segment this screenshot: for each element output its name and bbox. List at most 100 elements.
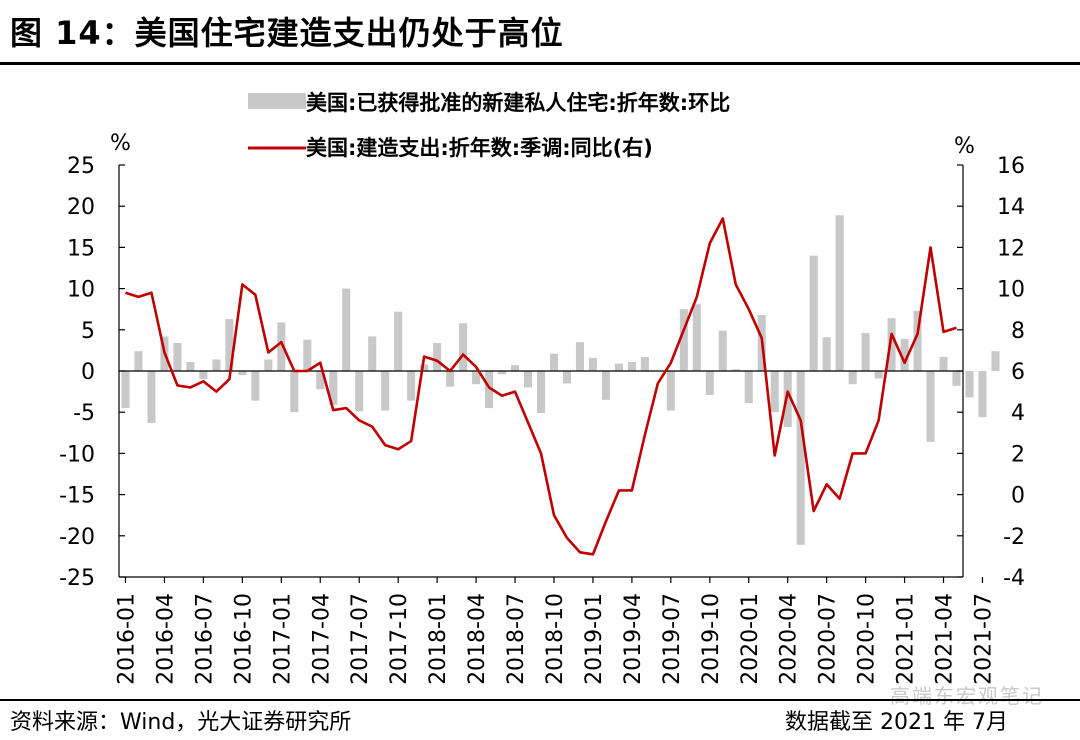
bar xyxy=(809,255,818,371)
x-tick-label: 2018-04 xyxy=(465,593,490,685)
bar xyxy=(121,371,130,409)
bar-series xyxy=(121,215,1000,545)
bar xyxy=(770,371,779,413)
legend-bar-swatch xyxy=(248,93,306,109)
bar xyxy=(186,361,195,371)
bar xyxy=(264,359,273,371)
bar xyxy=(705,371,714,395)
x-tick-label: 2016-10 xyxy=(231,593,256,685)
right-tick-label: 10 xyxy=(997,278,1025,303)
bar xyxy=(225,319,234,371)
right-tick-label: -4 xyxy=(1003,566,1025,591)
watermark: 高端东宏观笔记 xyxy=(890,684,1044,708)
source-note: 资料来源：Wind，光大证券研究所 xyxy=(10,710,352,735)
legend-line-label: 美国:建造支出:折年数:季调:同比(右) xyxy=(306,136,653,160)
x-tick-label: 2021-01 xyxy=(894,593,919,685)
x-tick-label: 2016-04 xyxy=(153,593,178,685)
bar xyxy=(173,342,182,371)
bar xyxy=(523,371,533,388)
footer-rule xyxy=(0,699,1080,701)
x-tick-label: 2018-07 xyxy=(504,593,529,685)
bar xyxy=(861,333,870,371)
bar xyxy=(575,342,584,371)
left-tick-label: -20 xyxy=(59,525,95,550)
bar xyxy=(640,356,649,371)
bar xyxy=(238,371,247,376)
right-tick-label: 14 xyxy=(997,195,1025,220)
data-date-note: 数据截至 2021 年 7月 xyxy=(785,710,1008,735)
chart-title: 图 14：美国住宅建造支出仍处于高位 xyxy=(10,14,564,52)
bar xyxy=(472,371,481,385)
bar xyxy=(848,371,857,385)
left-tick-label: 10 xyxy=(67,278,95,303)
bar xyxy=(822,337,831,371)
bar xyxy=(913,310,922,371)
bar xyxy=(342,288,351,371)
x-tick-label: 2017-07 xyxy=(348,593,373,685)
bar xyxy=(381,371,390,411)
bar xyxy=(978,371,987,418)
right-axis-ticks: 16 14 12 10 8 6 4 2 0 -2 -4 xyxy=(957,154,1025,591)
bar xyxy=(952,371,961,386)
bar xyxy=(731,369,740,371)
legend: 美国:已获得批准的新建私人住宅:折年数:环比 美国:建造支出:折年数:季调:同比… xyxy=(248,91,730,160)
bar xyxy=(614,363,623,371)
bar xyxy=(562,371,571,384)
x-tick-label: 2019-07 xyxy=(660,593,685,685)
left-tick-label: -25 xyxy=(59,566,95,591)
left-tick-label: 0 xyxy=(81,360,95,385)
x-tick-label: 2019-01 xyxy=(582,593,607,685)
x-axis-ticks: 2016-01 2016-04 2016-07 2016-10 2017-01 2017-… xyxy=(114,577,996,685)
x-tick-label: 2021-04 xyxy=(933,593,958,685)
legend-bar-label: 美国:已获得批准的新建私人住宅:折年数:环比 xyxy=(306,91,730,115)
bar xyxy=(926,371,935,442)
line-series xyxy=(125,217,957,556)
bar xyxy=(796,371,805,545)
bar xyxy=(394,311,403,371)
bar xyxy=(835,215,844,371)
series-line xyxy=(125,217,957,556)
bar xyxy=(588,357,597,371)
right-tick-label: 2 xyxy=(1011,442,1025,467)
bar xyxy=(718,330,727,371)
bar xyxy=(277,322,286,371)
x-tick-label: 2021-07 xyxy=(971,593,996,685)
bar xyxy=(498,371,507,375)
bar xyxy=(199,371,208,380)
bar xyxy=(290,371,299,413)
right-tick-label: 0 xyxy=(1011,484,1025,509)
x-tick-label: 2017-04 xyxy=(309,593,334,685)
chart-canvas: 美国:已获得批准的新建私人住宅:折年数:环比 美国:建造支出:折年数:季调:同比… xyxy=(59,91,1025,685)
x-tick-label: 2020-07 xyxy=(816,593,841,685)
right-axis-unit: % xyxy=(954,134,975,159)
bar xyxy=(991,351,1000,371)
bar xyxy=(744,371,753,404)
x-tick-label: 2017-01 xyxy=(270,593,295,685)
bar xyxy=(485,371,494,409)
bar xyxy=(147,371,156,423)
right-tick-label: -2 xyxy=(1003,525,1025,550)
bar xyxy=(601,371,610,400)
x-tick-label: 2020-04 xyxy=(777,593,802,685)
bar xyxy=(627,361,636,371)
bar xyxy=(212,359,221,371)
bar xyxy=(965,371,974,398)
bar xyxy=(251,371,260,401)
bar xyxy=(666,371,675,411)
right-tick-label: 16 xyxy=(997,154,1025,179)
bar xyxy=(692,304,701,371)
left-axis-ticks: 25 20 15 10 5 0 -5 -10 -15 -20 -25 xyxy=(59,154,125,591)
right-tick-label: 12 xyxy=(997,236,1025,261)
bar xyxy=(355,371,364,412)
x-tick-label: 2018-01 xyxy=(426,593,451,685)
bar xyxy=(407,371,416,401)
left-tick-label: 20 xyxy=(67,195,95,220)
left-tick-label: -10 xyxy=(59,442,95,467)
right-tick-label: 8 xyxy=(1011,319,1025,344)
bar xyxy=(329,371,338,405)
bar xyxy=(536,371,546,414)
right-tick-label: 4 xyxy=(1011,401,1025,426)
x-tick-label: 2020-01 xyxy=(738,593,763,685)
right-tick-label: 6 xyxy=(1011,360,1025,385)
bar xyxy=(459,323,468,371)
